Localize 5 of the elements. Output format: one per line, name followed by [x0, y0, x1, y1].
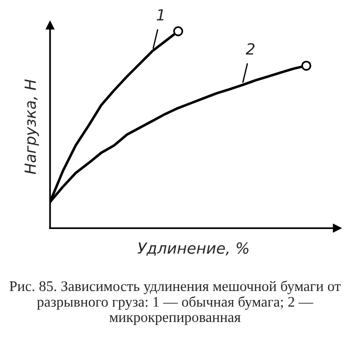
y-axis-title: Нагрузка, Н [24, 79, 39, 174]
series-label: 2 [246, 43, 254, 54]
text: Рис. 85. Зависимость удлинения мешочной бумаги от разрывного груза: 1 — обычная бумага; 2 — микрокрепированная [10, 280, 341, 326]
x-axis-title: Удлинение, % [138, 242, 248, 256]
series-label: 1 [156, 9, 164, 20]
